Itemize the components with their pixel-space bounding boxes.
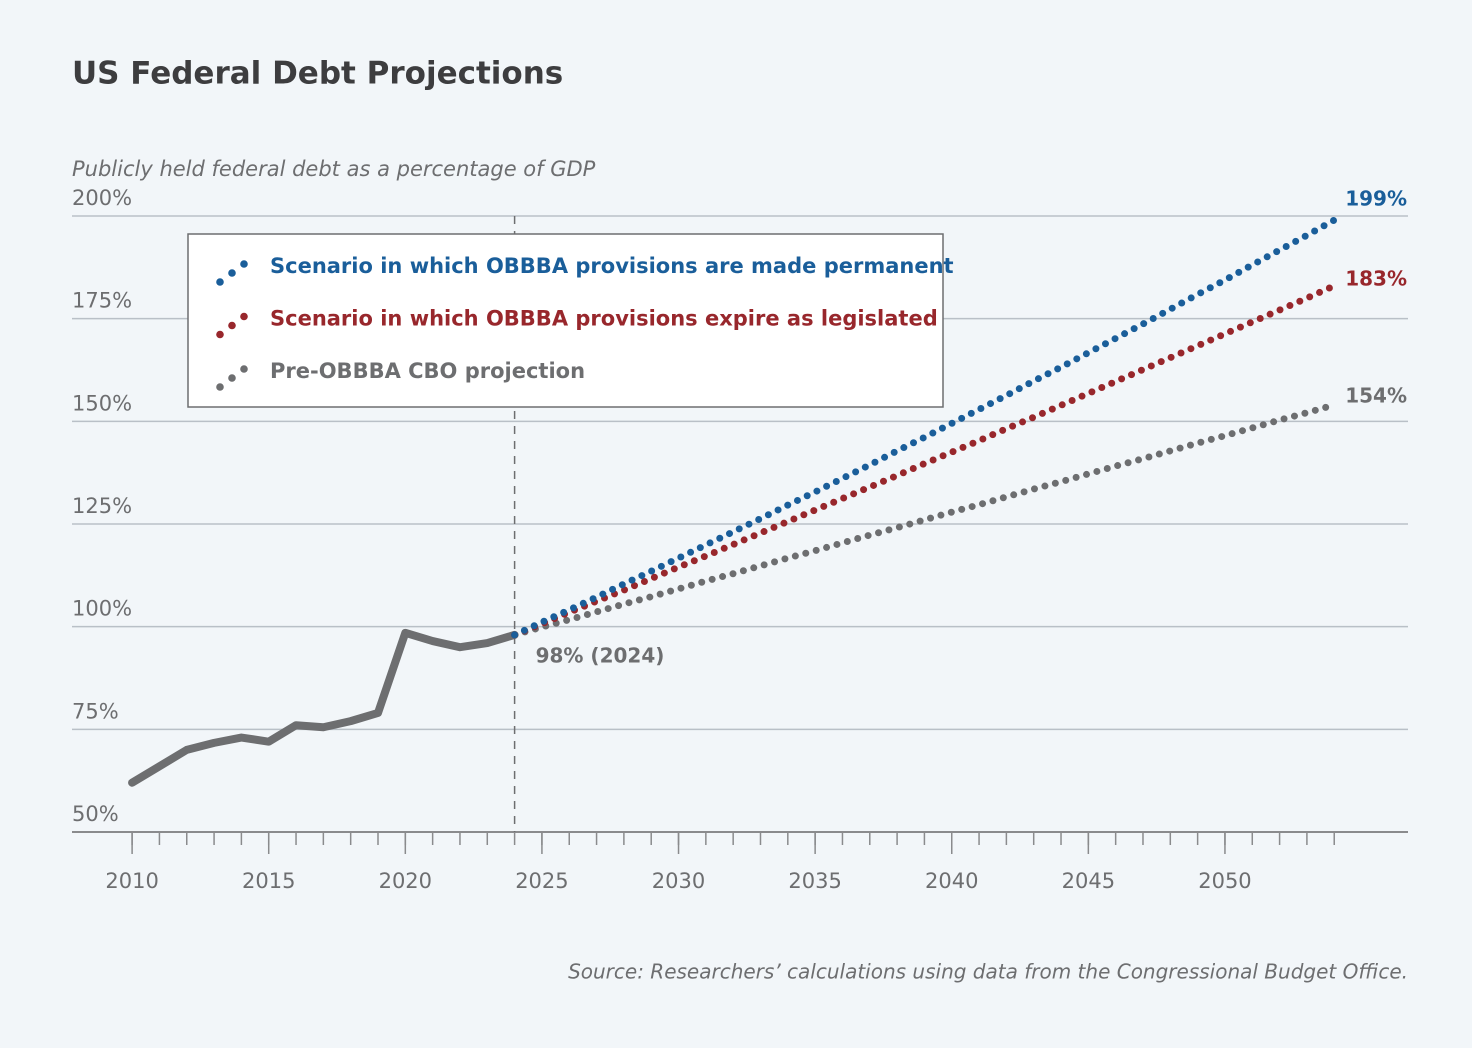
legend-swatch <box>216 383 224 391</box>
annotation: 154% <box>1345 383 1407 407</box>
x-tick-label: 2010 <box>105 869 158 893</box>
legend-box <box>187 233 944 408</box>
y-tick-label: 175% <box>72 289 132 313</box>
annotation: 98% (2024) <box>536 643 665 667</box>
legend-swatch <box>228 374 236 382</box>
x-tick-label: 2015 <box>242 869 295 893</box>
legend-swatch <box>240 365 248 373</box>
legend-swatch <box>240 312 248 321</box>
legend-swatch <box>216 330 224 339</box>
legend-swatch <box>228 269 236 277</box>
legend-label: Scenario in which OBBBA provisions expir… <box>270 307 938 331</box>
annotation: 183% <box>1345 266 1407 290</box>
legend-swatch <box>240 260 248 268</box>
projection-line <box>511 216 1338 639</box>
chart-title: US Federal Debt Projections <box>72 56 563 92</box>
source-note: Source: Researchers’ calculations using … <box>568 960 1408 984</box>
projection-line <box>511 282 1338 639</box>
legend-swatch <box>228 321 236 330</box>
y-tick-label: 125% <box>72 494 132 518</box>
x-tick-label: 2045 <box>1062 869 1115 893</box>
x-tick-label: 2025 <box>515 869 568 893</box>
annotation: 199% <box>1345 187 1407 211</box>
y-tick-label: 75% <box>72 699 119 723</box>
legend-swatch <box>216 278 224 286</box>
x-tick-label: 2050 <box>1198 869 1251 893</box>
history-line <box>128 628 519 787</box>
y-axis-label: Publicly held federal debt as a percenta… <box>72 157 596 181</box>
legend-label: Pre-OBBBA CBO projection <box>270 359 585 383</box>
x-tick-label: 2030 <box>652 869 705 893</box>
x-tick-label: 2035 <box>788 869 841 893</box>
y-tick-label: 150% <box>72 391 132 415</box>
projection-line <box>511 401 1338 639</box>
legend-label: Scenario in which OBBBA provisions are m… <box>270 254 954 278</box>
y-tick-label: 100% <box>72 597 132 621</box>
y-tick-label: 50% <box>72 802 119 826</box>
x-tick-label: 2020 <box>379 869 432 893</box>
y-tick-label: 200% <box>72 186 132 210</box>
x-tick-label: 2040 <box>925 869 978 893</box>
